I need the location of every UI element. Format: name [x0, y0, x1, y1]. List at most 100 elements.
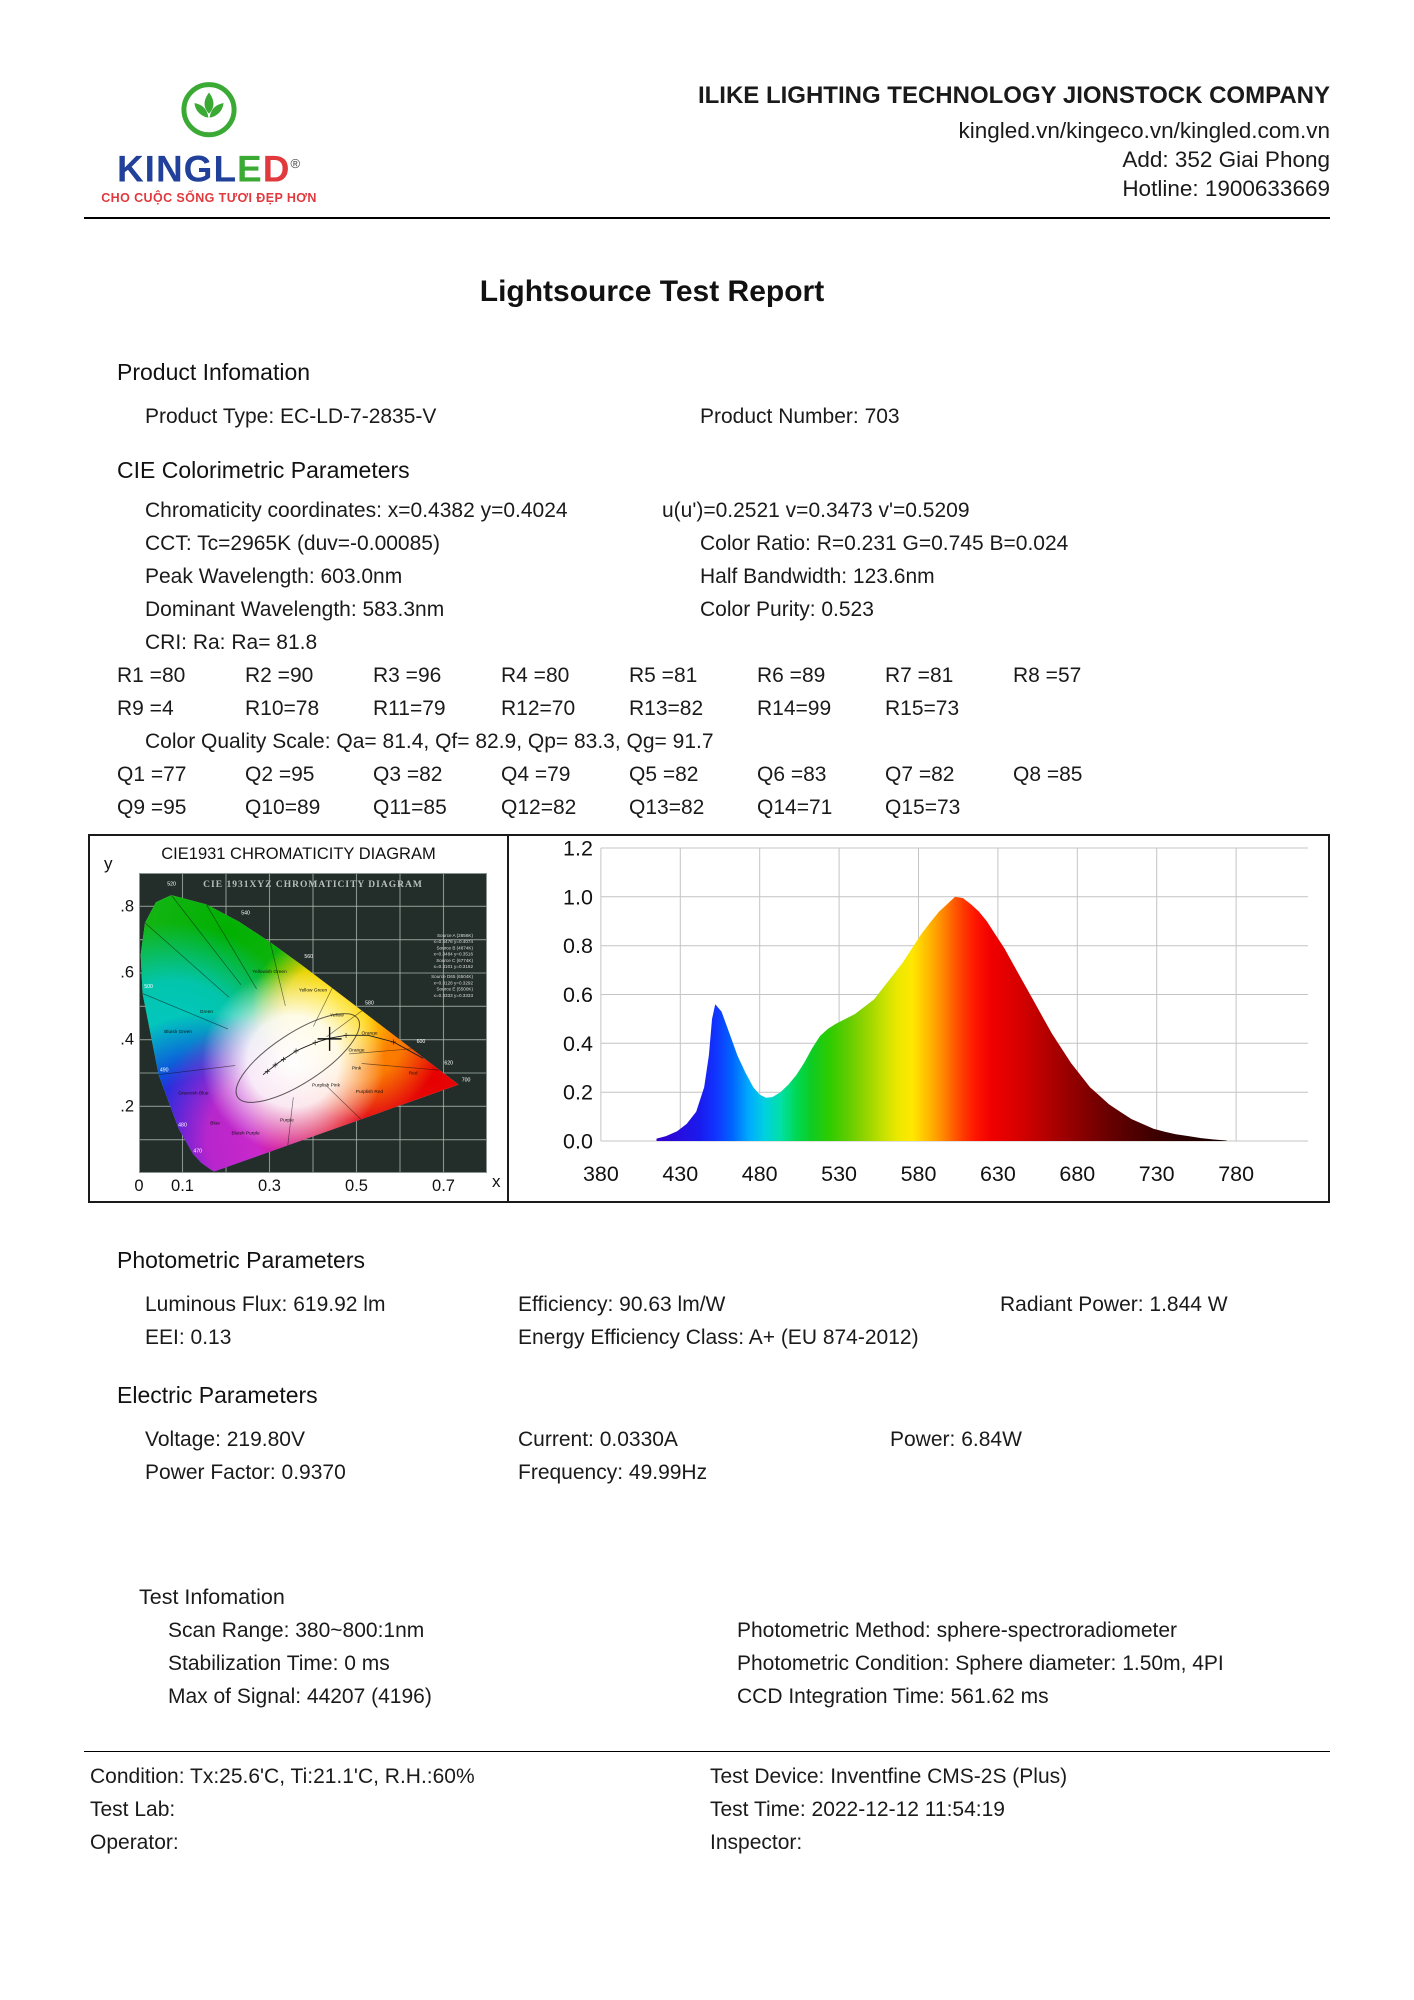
cie-heading: CIE Colorimetric Parameters — [117, 457, 410, 484]
svg-text:380: 380 — [583, 1162, 619, 1186]
cqs-q-value: Q12=82 — [501, 796, 577, 820]
company-name: ILIKE LIGHTING TECHNOLOGY JIONSTOCK COMP… — [697, 82, 1330, 109]
cie-chart-title: CIE1931 CHROMATICITY DIAGRAM — [161, 845, 436, 864]
svg-text:730: 730 — [1139, 1162, 1175, 1186]
svg-text:CIE 1931XYZ CHROMATICITY DIAGR: CIE 1931XYZ CHROMATICITY DIAGRAM — [203, 880, 423, 890]
cri-r-values-row-2: R9 =4 R10=78 R11=79 R12=70 R13=82 R14=99 R15=7… — [84, 692, 1330, 725]
svg-text:Pink: Pink — [352, 1066, 362, 1072]
svg-text:0.8: 0.8 — [563, 935, 593, 959]
svg-text:Green: Green — [200, 1009, 214, 1015]
photometric-parameters: Luminous Flux: 619.92 lm Efficiency: 90.… — [84, 1288, 1330, 1354]
product-type: Product Type: EC-LD-7-2835-V — [145, 405, 437, 429]
uv-coordinates: u(u')=0.2521 v=0.3473 v'=0.5209 — [662, 499, 970, 523]
cqs-q-value: Q6 =83 — [757, 763, 827, 787]
svg-text:x=0.3128 y=0.3292: x=0.3128 y=0.3292 — [434, 981, 474, 986]
svg-text:Red: Red — [409, 1071, 418, 1077]
electric-row-2: Power Factor: 0.9370 Frequency: 49.99Hz — [84, 1456, 1330, 1489]
svg-text:x=0.3333 y=0.3333: x=0.3333 y=0.3333 — [434, 993, 474, 998]
svg-text:430: 430 — [662, 1162, 698, 1186]
company-info: ILIKE LIGHTING TECHNOLOGY JIONSTOCK COMP… — [698, 78, 1330, 203]
charts-container: CIE1931 CHROMATICITY DIAGRAM y — [88, 834, 1330, 1204]
cie-y-tick: .8 — [120, 897, 134, 916]
kingled-lotus-icon — [176, 78, 242, 144]
cqs-row: Color Quality Scale: Qa= 81.4, Qf= 82.9,… — [84, 725, 1330, 758]
svg-text:x=0.3101 y=0.3162: x=0.3101 y=0.3162 — [434, 964, 474, 969]
cct-row: CCT: Tc=2965K (duv=-0.00085) Color Ratio… — [84, 527, 1330, 560]
cct-value: CCT: Tc=2965K (duv=-0.00085) — [145, 532, 440, 556]
company-hotline: Hotline: 1900633669 — [1122, 176, 1330, 201]
power: Power: 6.84W — [890, 1428, 1022, 1452]
svg-text:Yellowish Green: Yellowish Green — [252, 969, 287, 975]
svg-text:470: 470 — [193, 1149, 202, 1155]
svg-text:Source E (5500K): Source E (5500K) — [436, 987, 473, 992]
cie-chromaticity-chart: CIE1931 CHROMATICITY DIAGRAM y — [90, 836, 509, 1202]
header-divider — [84, 217, 1330, 220]
dominant-wavelength-row: Dominant Wavelength: 583.3nm Color Purit… — [84, 593, 1330, 626]
cri-r-value: R6 =89 — [757, 664, 826, 688]
svg-text:x=0.4476 y=0.4074: x=0.4476 y=0.4074 — [434, 940, 474, 945]
logo-tagline: CHO CUỘC SỐNG TƯƠI ĐẸP HƠN — [101, 191, 317, 206]
cri-r-value: R7 =81 — [885, 664, 954, 688]
svg-text:Bluish Green: Bluish Green — [164, 1029, 192, 1035]
cqs-q-value: Q15=73 — [885, 796, 961, 820]
report-header: KINGLED® CHO CUỘC SỐNG TƯƠI ĐẸP HƠN ILIK… — [84, 0, 1330, 205]
svg-text:540: 540 — [241, 911, 250, 917]
cri-value: CRI: Ra: Ra= 81.8 — [145, 631, 318, 655]
svg-text:Orange: Orange — [349, 1048, 365, 1054]
cri-row: CRI: Ra: Ra= 81.8 — [84, 626, 1330, 659]
cqs-q-value: Q9 =95 — [117, 796, 187, 820]
svg-text:500: 500 — [144, 984, 153, 990]
max-of-signal: Max of Signal: 44207 (4196) — [168, 1685, 432, 1709]
svg-text:680: 680 — [1059, 1162, 1095, 1186]
product-number: Product Number: 703 — [700, 405, 900, 429]
cie-y-tick: .4 — [120, 1030, 134, 1049]
test-device: Test Device: Inventfine CMS-2S (Plus) — [710, 1765, 1068, 1789]
photometric-heading: Photometric Parameters — [117, 1247, 365, 1274]
scan-range: Scan Range: 380~800:1nm — [168, 1619, 425, 1643]
electric-row-1: Voltage: 219.80V Current: 0.0330A Power:… — [84, 1423, 1330, 1456]
svg-text:520: 520 — [167, 882, 176, 888]
cqs-q-value: Q1 =77 — [117, 763, 187, 787]
footer-row-2: Test Lab: Test Time: 2022-12-12 11:54:19 — [84, 1793, 1330, 1826]
cqs-q-value: Q2 =95 — [245, 763, 315, 787]
cri-r-value: R3 =96 — [373, 664, 442, 688]
svg-text:580: 580 — [365, 1001, 374, 1007]
electric-parameters: Voltage: 219.80V Current: 0.0330A Power:… — [84, 1423, 1330, 1489]
chromaticity-row: Chromaticity coordinates: x=0.4382 y=0.4… — [84, 494, 1330, 527]
cri-r-value: R13=82 — [629, 697, 704, 721]
cri-r-value: R15=73 — [885, 697, 960, 721]
cqs-q-value: Q11=85 — [373, 796, 447, 820]
frequency: Frequency: 49.99Hz — [518, 1461, 708, 1485]
radiant-power: Radiant Power: 1.844 W — [1000, 1293, 1228, 1317]
footer-row-3: Operator: Inspector: — [84, 1826, 1330, 1859]
svg-text:Purple: Purple — [280, 1118, 294, 1124]
cqs-q-value: Q4 =79 — [501, 763, 571, 787]
svg-text:Source D65 (6504K): Source D65 (6504K) — [431, 975, 473, 980]
cri-r-value: R9 =4 — [117, 697, 174, 721]
photometric-row-2: EEI: 0.13 Energy Efficiency Class: A+ (E… — [84, 1321, 1330, 1354]
voltage: Voltage: 219.80V — [145, 1428, 305, 1452]
photometric-method: Photometric Method: sphere-spectroradiom… — [737, 1619, 1178, 1643]
color-purity: Color Purity: 0.523 — [700, 598, 874, 622]
luminous-flux: Luminous Flux: 619.92 lm — [145, 1293, 386, 1317]
cie-y-axis-label: y — [104, 854, 113, 874]
inspector: Inspector: — [710, 1831, 803, 1855]
svg-text:490: 490 — [160, 1068, 169, 1074]
cqs-q-value: Q8 =85 — [1013, 763, 1083, 787]
cqs-q-value: Q13=82 — [629, 796, 705, 820]
svg-text:630: 630 — [980, 1162, 1016, 1186]
half-bandwidth: Half Bandwidth: 123.6nm — [700, 565, 935, 589]
color-ratio: Color Ratio: R=0.231 G=0.745 B=0.024 — [700, 532, 1069, 556]
spectrum-chart: 0.0 0.2 0.4 0.6 0.8 1.0 1.2 380 430 480 530 580 630 6… — [509, 836, 1328, 1201]
current: Current: 0.0330A — [518, 1428, 678, 1452]
product-info-row: Product Type: EC-LD-7-2835-V Product Num… — [84, 400, 1330, 433]
report-footer: Condition: Tx:25.6'C, Ti:21.1'C, R.H.:60… — [84, 1760, 1330, 1859]
cqs-q-value: Q14=71 — [757, 796, 833, 820]
cri-r-value: R4 =80 — [501, 664, 570, 688]
dominant-wavelength: Dominant Wavelength: 583.3nm — [145, 598, 445, 622]
cqs-q-value: Q7 =82 — [885, 763, 955, 787]
svg-text:530: 530 — [821, 1162, 857, 1186]
registered-mark: ® — [290, 156, 302, 171]
test-info-row-3: Max of Signal: 44207 (4196) CCD Integrat… — [84, 1680, 1330, 1713]
